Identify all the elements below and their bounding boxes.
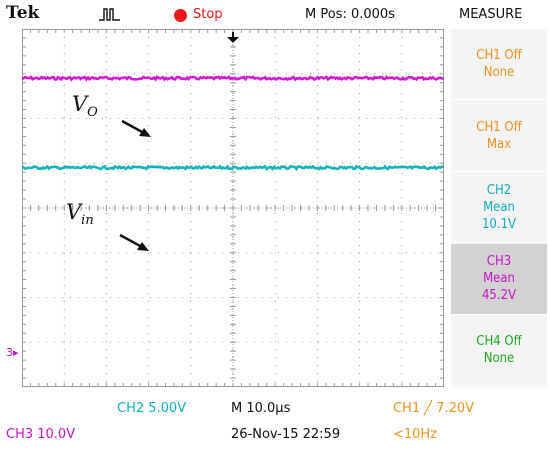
measure-slot-text: CH1 Off	[476, 48, 522, 63]
measure-slot-text: CH4 Off	[476, 334, 522, 350]
measure-slot-text: None	[483, 65, 515, 80]
vo-arrow-icon	[121, 119, 151, 137]
brand-logo: Tek	[6, 3, 40, 23]
measure-slot-2[interactable]: CH1 Off Max	[451, 101, 547, 172]
vin-label: Vin	[66, 200, 94, 229]
ch3-trace	[22, 75, 444, 82]
ch3-scale-readout: CH3 10.0V	[6, 427, 76, 442]
measure-slot-4[interactable]: CH3 Mean 45.2V	[451, 243, 547, 315]
ch2-trace	[22, 164, 444, 172]
trigger-pulse-icon	[99, 8, 120, 21]
waveform-display	[22, 29, 444, 387]
vo-label: VO	[72, 92, 98, 121]
horizontal-position-readout: M Pos: 0.000s	[305, 7, 395, 22]
measure-slot-text: Mean	[483, 199, 515, 215]
timebase-readout: M 10.0µs	[231, 401, 291, 416]
trigger-position-marker	[227, 32, 239, 43]
measure-slot-5[interactable]: CH4 Off None	[451, 315, 547, 387]
datetime-readout: 26-Nov-15 22:59	[231, 427, 341, 442]
measure-slot-text: CH1 Off	[476, 119, 522, 135]
measure-slot-text: Max	[486, 136, 512, 152]
trigger-frequency-readout: <10Hz	[393, 427, 438, 442]
measure-slot-1[interactable]: CH1 Off None	[451, 29, 547, 100]
waveform-traces	[22, 75, 444, 172]
graticule	[22, 29, 444, 387]
measure-slot-text: CH3	[486, 254, 512, 270]
trigger-readout: CH1 ╱ 7.20V	[393, 401, 475, 416]
menu-title: MEASURE	[459, 7, 523, 22]
measure-slot-text: 10.1V	[481, 216, 517, 232]
ch3-ground-marker[interactable]: 3▸	[6, 346, 19, 359]
measure-slot-3[interactable]: CH2 Mean 10.1V	[451, 172, 547, 244]
measure-panel: CH1 Off None CH1 Off Max CH2 Mean 10.1V CH3 Mean…	[451, 29, 547, 387]
measure-slot-text: CH2	[486, 182, 512, 198]
measure-slot-text: Mean	[483, 271, 515, 287]
stop-indicator-icon	[174, 9, 187, 22]
ch2-scale-readout: CH2 5.00V	[117, 401, 187, 416]
measure-slot-text: 45.2V	[481, 288, 517, 304]
run-state-label: Stop	[193, 7, 223, 22]
measure-slot-text: None	[483, 351, 515, 367]
vin-arrow-icon	[119, 233, 149, 251]
